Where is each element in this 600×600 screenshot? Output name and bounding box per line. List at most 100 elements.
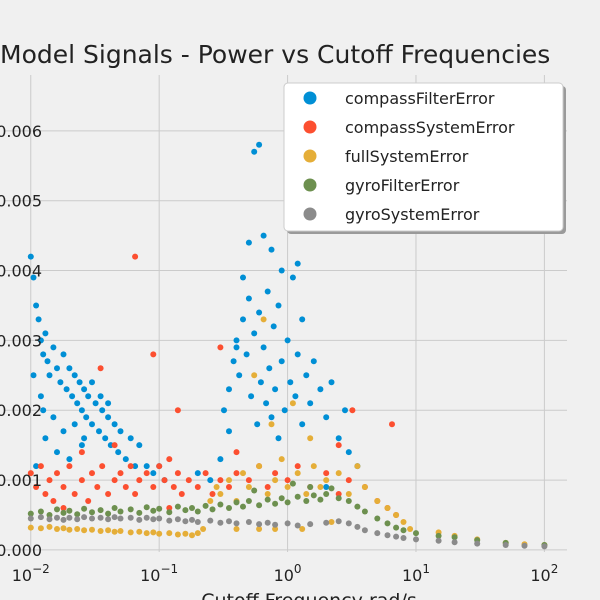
data-point <box>99 463 106 470</box>
data-point <box>194 508 201 515</box>
data-point <box>71 421 78 428</box>
data-point <box>278 456 285 463</box>
data-point <box>393 533 400 540</box>
data-point <box>335 470 342 477</box>
data-point <box>178 491 185 497</box>
data-point <box>307 400 314 407</box>
data-point <box>256 141 263 148</box>
data-point <box>143 463 150 470</box>
data-point <box>233 337 240 344</box>
data-point <box>185 477 192 484</box>
data-point <box>264 491 271 497</box>
data-point <box>266 365 273 372</box>
data-point <box>66 507 73 514</box>
data-point <box>81 386 88 393</box>
data-point <box>307 521 314 528</box>
data-point <box>136 477 143 484</box>
y-tick-label: 0.004 <box>0 262 42 281</box>
data-point <box>317 484 324 490</box>
data-point <box>66 514 73 521</box>
data-point <box>361 484 368 490</box>
data-point <box>37 525 44 532</box>
data-point <box>42 435 49 442</box>
data-point <box>189 516 195 523</box>
legend-entry: gyroFilterError <box>303 176 460 195</box>
data-point <box>284 520 291 527</box>
data-point <box>143 504 150 511</box>
data-point <box>310 358 317 365</box>
data-point <box>92 400 99 407</box>
x-tick-label: 10−2 <box>12 562 50 585</box>
data-point <box>117 508 124 515</box>
data-point <box>111 505 118 511</box>
data-point <box>303 372 310 379</box>
data-point <box>345 491 352 497</box>
data-point <box>69 393 76 400</box>
data-point <box>161 477 168 484</box>
data-point <box>221 407 227 414</box>
data-point <box>122 484 129 490</box>
chart-title: Model Signals - Power vs Cutoff Frequenc… <box>0 40 550 69</box>
data-point <box>27 515 34 522</box>
y-tick-label: 0.002 <box>0 401 42 420</box>
data-point <box>71 372 78 379</box>
data-point <box>156 463 163 470</box>
data-point <box>127 506 134 513</box>
data-point <box>66 456 73 463</box>
data-point <box>400 535 407 541</box>
data-point <box>136 509 143 516</box>
data-point <box>284 484 291 490</box>
legend-label: compassFilterError <box>345 89 495 108</box>
data-point <box>105 400 112 407</box>
data-point <box>57 379 64 386</box>
data-point <box>182 507 189 514</box>
data-point <box>233 520 240 527</box>
data-point <box>270 323 277 330</box>
data-point <box>226 386 232 393</box>
data-point <box>150 470 157 477</box>
legend-label: fullSystemError <box>345 147 469 166</box>
y-tick-label: 0.003 <box>0 331 42 350</box>
data-point <box>85 498 92 504</box>
series-fullSystemError <box>27 316 548 548</box>
data-point <box>317 386 324 393</box>
data-point <box>78 407 85 414</box>
data-point <box>502 542 509 548</box>
data-point <box>54 506 60 513</box>
data-point <box>361 508 368 515</box>
data-point <box>256 309 263 316</box>
data-point <box>207 498 214 504</box>
data-point <box>303 498 310 504</box>
data-point <box>150 529 157 536</box>
data-point <box>37 463 44 470</box>
data-point <box>260 344 267 351</box>
data-point <box>307 484 314 490</box>
data-point <box>166 517 173 524</box>
series-gyroFilterError <box>27 480 548 548</box>
data-point <box>136 516 143 523</box>
data-point <box>89 526 95 533</box>
data-point <box>66 365 73 372</box>
data-point <box>226 428 232 435</box>
data-point <box>213 484 220 490</box>
data-point <box>50 414 57 421</box>
data-point <box>209 506 216 513</box>
data-point <box>474 540 481 547</box>
data-point <box>127 514 134 521</box>
data-point <box>117 515 124 522</box>
data-point <box>40 351 47 358</box>
data-point <box>284 477 291 484</box>
data-point <box>287 379 294 386</box>
data-point <box>256 526 263 532</box>
data-point <box>97 365 104 372</box>
data-point <box>323 477 330 484</box>
data-point <box>328 379 335 386</box>
data-point <box>78 442 85 449</box>
data-point <box>115 449 122 456</box>
data-point <box>217 477 224 484</box>
data-point <box>37 393 44 400</box>
data-point <box>233 449 240 456</box>
data-point <box>150 484 157 490</box>
data-point <box>257 379 264 386</box>
data-point <box>248 393 255 400</box>
